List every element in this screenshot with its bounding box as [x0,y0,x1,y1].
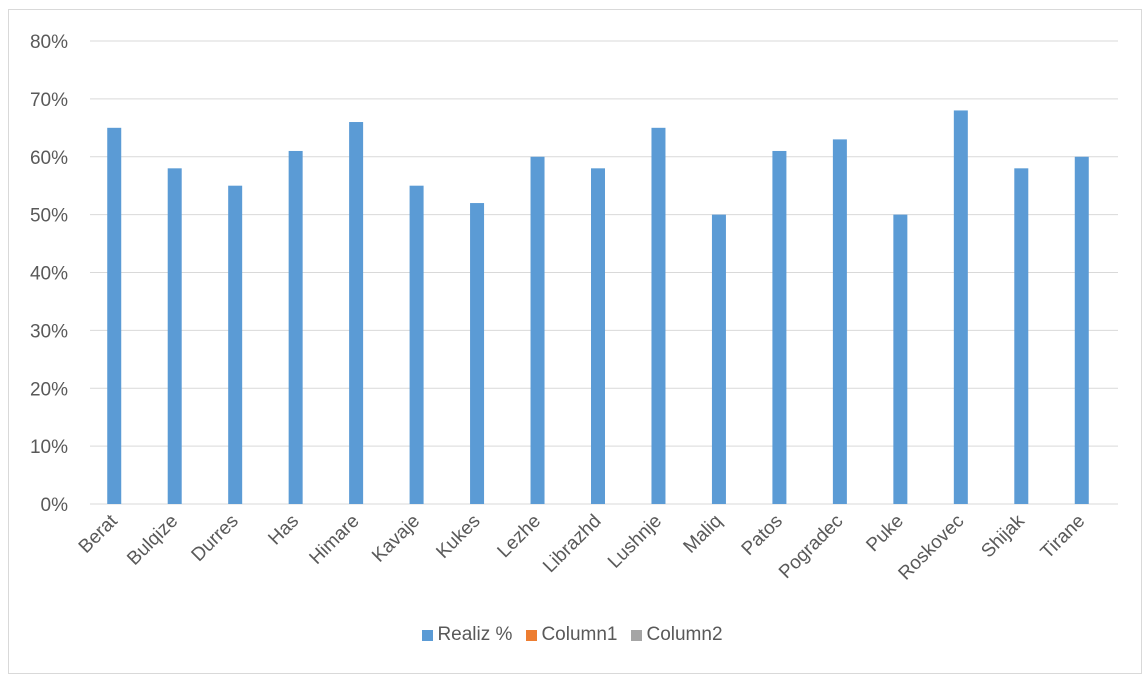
y-axis-ticks: 0% 10% 20% 30% 40% 50% 60% 70% 80% [30,32,68,516]
bar-kavaje [409,185,424,504]
legend-entry: Column1 [526,624,617,646]
x-tick-label: Lezhe [494,511,545,562]
bar-bulqize [167,168,182,504]
legend-label: Column1 [541,624,618,645]
x-tick-label: Puke [862,511,907,556]
x-tick-label: Pogradec [775,511,847,583]
bar-lushnje [651,127,666,504]
bar-maliq [711,214,726,504]
chart-frame [8,9,1142,674]
legend-label: Realiz % [437,624,513,645]
x-tick-label: Lushnje [604,511,666,573]
y-tick-label: 60% [30,148,68,169]
y-tick-label: 40% [30,264,68,285]
legend-swatch [422,629,434,641]
bar-patos [772,150,787,504]
bar-berat [107,127,122,504]
y-tick-label: 0% [41,495,69,516]
bar-himare [349,122,364,505]
bar-pogradec [832,139,847,504]
legend-swatch [631,629,643,641]
bar-has [288,150,303,504]
bar-librazhd [591,168,605,504]
bar-puke [893,214,908,504]
legend-label: Column2 [646,624,723,645]
legend-swatch [526,629,538,641]
x-tick-label: Himare [306,511,364,569]
x-tick-label: Has [264,511,303,550]
x-tick-label: Kavaje [368,511,424,567]
y-tick-label: 30% [30,321,68,342]
x-tick-label: Maliq [680,511,727,558]
bar-tirane [1074,156,1089,504]
x-tick-label: Bulqize [123,511,182,570]
x-tick-label: Roskovec [895,511,969,585]
y-tick-label: 10% [30,437,68,458]
y-tick-label: 80% [30,32,68,53]
x-tick-label: Kukes [432,511,484,563]
bar-lezhe [530,156,545,504]
x-tick-label: Librazhd [539,511,605,577]
bar-shijak [1014,168,1029,504]
bar-roskovec [953,110,968,504]
y-tick-label: 20% [30,379,68,400]
bar-durres [228,185,243,504]
x-axis-ticks: Berat Bulqize Durres Has Himare Kavaje Kukes Le… [75,510,1089,584]
legend-entry: Column2 [631,624,723,646]
legend-entry: Realiz % [422,624,512,646]
x-tick-label: Tirane [1037,511,1089,563]
x-tick-label: Patos [738,511,787,560]
y-tick-label: 50% [30,206,68,227]
legend: Realiz % Column1 Column2 [0,624,1145,646]
bar-kukes [470,203,485,505]
x-tick-label: Berat [75,510,122,557]
bars [107,110,1089,505]
y-tick-label: 70% [30,90,68,111]
x-tick-label: Shijak [977,510,1029,562]
x-tick-label: Durres [188,511,243,566]
